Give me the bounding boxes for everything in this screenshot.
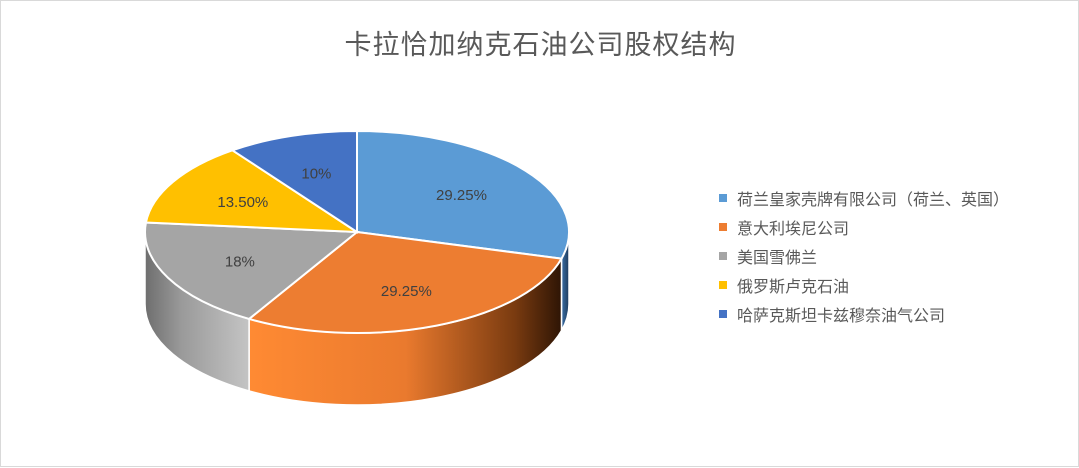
- data-label-kazmunaigas: 10%: [301, 165, 331, 182]
- data-label-lukoil: 13.50%: [217, 194, 268, 211]
- legend-label: 哈萨克斯坦卡兹穆奈油气公司: [737, 305, 946, 325]
- legend: 荷兰皇家壳牌有限公司（荷兰、英国） 意大利埃尼公司 美国雪佛兰俄罗斯卢克石油哈萨克斯…: [719, 183, 1009, 328]
- pie-slice-chevron[interactable]: [144, 221, 360, 321]
- pie-slice-kazmunaigas[interactable]: [230, 129, 358, 234]
- pie-slice-lukoil[interactable]: [144, 149, 361, 234]
- legend-label: 荷兰皇家壳牌有限公司（荷兰、英国）: [737, 189, 1010, 209]
- pie-data-labels: 29.25% 29.25% 18% 13.50% 10%: [217, 165, 487, 300]
- legend-swatch: [719, 193, 727, 202]
- legend-label: 意大利埃尼公司: [737, 218, 850, 238]
- legend-item-chevron: 美国雪佛兰: [719, 241, 1009, 270]
- legend-item-eni: 意大利埃尼公司: [719, 212, 1009, 241]
- data-label-shell: 29.25%: [436, 187, 487, 204]
- pie-slices: [144, 129, 570, 334]
- chart-title: 卡拉恰加纳克石油公司股权结构: [344, 30, 737, 61]
- legend-label: 俄罗斯卢克石油: [737, 276, 850, 296]
- legend-swatch: [719, 251, 727, 260]
- data-label-eni: 29.25%: [381, 283, 432, 300]
- legend-swatch: [719, 222, 727, 231]
- legend-swatch: [719, 280, 727, 289]
- legend-label: 美国雪佛兰: [737, 247, 818, 267]
- data-label-chevron: 18%: [225, 253, 255, 270]
- legend-swatch: [719, 309, 727, 318]
- pie-slice-shell[interactable]: [356, 129, 570, 260]
- pie-sides: [144, 231, 570, 406]
- legend-item-kazmunaigas: 哈萨克斯坦卡兹穆奈油气公司: [719, 299, 1009, 328]
- legend-item-lukoil: 俄罗斯卢克石油: [719, 270, 1009, 299]
- legend-item-shell: 荷兰皇家壳牌有限公司（荷兰、英国）: [719, 183, 1009, 212]
